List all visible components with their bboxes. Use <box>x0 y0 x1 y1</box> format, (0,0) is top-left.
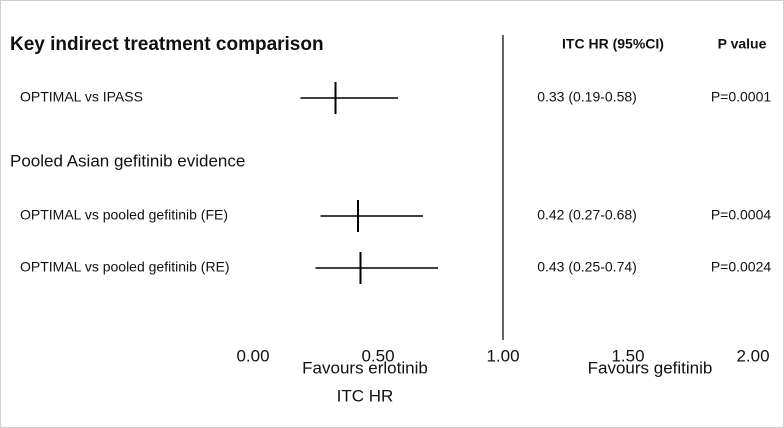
row-label: OPTIMAL vs pooled gefitinib (RE) <box>20 259 230 275</box>
group-heading: Pooled Asian gefitinib evidence <box>10 151 245 170</box>
p-value: P=0.0004 <box>711 207 772 223</box>
annotation: Favours gefitinib <box>588 358 713 377</box>
p-value: P=0.0001 <box>711 89 772 105</box>
row-label: OPTIMAL vs pooled gefitinib (FE) <box>20 207 228 223</box>
x-tick-label: 1.50 <box>611 346 644 365</box>
x-tick-label: 1.00 <box>486 346 519 365</box>
column-header: P value <box>718 36 767 52</box>
annotation: Favours erlotinib <box>302 358 428 377</box>
p-value: P=0.0024 <box>711 259 772 275</box>
value-label: 0.33 (0.19-0.58) <box>537 89 637 105</box>
column-header: ITC HR (95%CI) <box>562 36 664 52</box>
chart-title: Key indirect treatment comparison <box>10 34 324 55</box>
x-tick-label: 2.00 <box>736 346 769 365</box>
x-tick-label: 0.00 <box>236 346 269 365</box>
x-axis-label: ITC HR <box>337 386 394 405</box>
value-label: 0.43 (0.25-0.74) <box>537 259 637 275</box>
row-label: OPTIMAL vs IPASS <box>20 89 143 105</box>
x-tick-label: 0.50 <box>361 346 394 365</box>
value-label: 0.42 (0.27-0.68) <box>537 207 637 223</box>
